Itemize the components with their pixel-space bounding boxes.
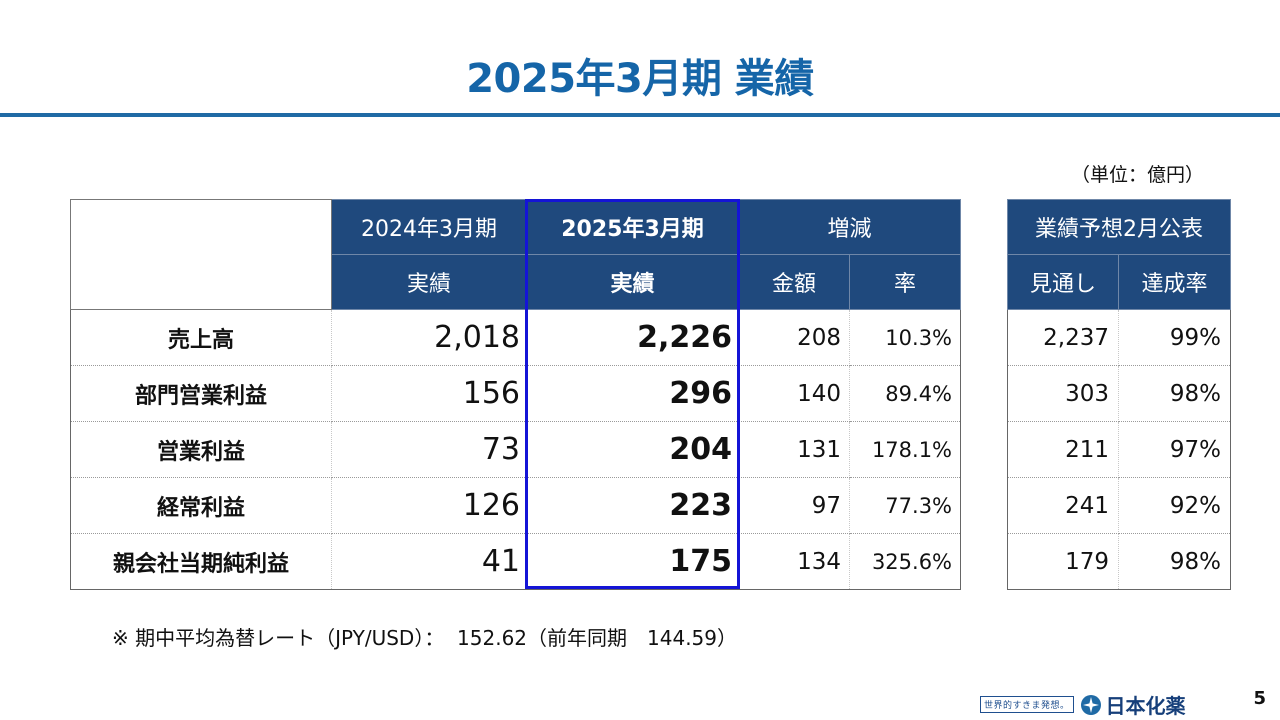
page-title: 2025年3月期 業績 xyxy=(466,56,814,102)
row-label: 経常利益 xyxy=(70,477,332,534)
prev-value: 2,018 xyxy=(331,309,527,366)
outlook-value: 211 xyxy=(1007,421,1119,478)
title-divider xyxy=(0,113,1280,117)
header-prev-year: 2024年3月期 xyxy=(331,199,527,255)
subheader-amount: 金額 xyxy=(738,254,850,310)
curr-value: 223 xyxy=(526,477,739,534)
prev-value: 156 xyxy=(331,365,527,422)
diff-rate: 178.1% xyxy=(848,421,962,478)
logo-mark-icon xyxy=(1080,694,1101,715)
curr-value: 296 xyxy=(526,365,739,422)
table-row: 211 97% xyxy=(1007,421,1231,478)
achievement-rate: 99% xyxy=(1118,309,1231,366)
outlook-value: 241 xyxy=(1007,477,1119,534)
unit-label: （単位：億円） xyxy=(1070,164,1204,186)
prev-value: 41 xyxy=(331,533,527,590)
row-label: 営業利益 xyxy=(70,421,332,478)
outlook-value: 303 xyxy=(1007,365,1119,422)
diff-rate: 77.3% xyxy=(848,477,962,534)
curr-value: 2,226 xyxy=(526,309,739,366)
achievement-rate: 98% xyxy=(1118,365,1231,422)
results-table: 2024年3月期 2025年3月期 増減 実績 実績 金額 率 売上高 2,01… xyxy=(70,199,962,590)
header-forecast: 業績予想2月公表 xyxy=(1007,199,1231,255)
subheader-curr-actual: 実績 xyxy=(526,254,739,310)
exchange-rate-note: ※ 期中平均為替レート（JPY/USD）： 152.62（前年同期 144.59… xyxy=(112,626,737,650)
row-label: 売上高 xyxy=(70,309,332,366)
subheader-rate: 率 xyxy=(848,254,962,310)
subheader-achievement: 達成率 xyxy=(1118,254,1231,310)
diff-rate: 10.3% xyxy=(848,309,962,366)
achievement-rate: 98% xyxy=(1118,533,1231,590)
company-name: 日本化薬 xyxy=(1105,694,1186,718)
diff-rate: 89.4% xyxy=(848,365,962,422)
row-label: 部門営業利益 xyxy=(70,365,332,422)
company-logo: 世界的すきま発想。 日本化薬 xyxy=(980,690,1186,719)
outlook-value: 2,237 xyxy=(1007,309,1119,366)
page-number: 5 xyxy=(1253,688,1266,709)
achievement-rate: 97% xyxy=(1118,421,1231,478)
diff-amount: 140 xyxy=(738,365,850,422)
outlook-value: 179 xyxy=(1007,533,1119,590)
table-row: 2,237 99% xyxy=(1007,309,1231,366)
curr-value: 204 xyxy=(526,421,739,478)
slogan: 世界的すきま発想。 xyxy=(980,696,1074,713)
diff-rate: 325.6% xyxy=(848,533,962,590)
table-row: 営業利益 73 204 131 178.1% xyxy=(70,421,962,478)
header-blank-cell xyxy=(70,199,332,310)
prev-value: 73 xyxy=(331,421,527,478)
forecast-table: 業績予想2月公表 見通し 達成率 2,237 99% 303 98% 211 9… xyxy=(1007,199,1231,590)
subheader-outlook: 見通し xyxy=(1007,254,1119,310)
subheader-prev-actual: 実績 xyxy=(331,254,527,310)
diff-amount: 134 xyxy=(738,533,850,590)
diff-amount: 97 xyxy=(738,477,850,534)
table-row: 241 92% xyxy=(1007,477,1231,534)
table-row: 部門営業利益 156 296 140 89.4% xyxy=(70,365,962,422)
table-row: 303 98% xyxy=(1007,365,1231,422)
table-row: 親会社当期純利益 41 175 134 325.6% xyxy=(70,533,962,590)
header-change: 増減 xyxy=(737,199,962,255)
header-curr-year: 2025年3月期 xyxy=(526,199,739,255)
achievement-rate: 92% xyxy=(1118,477,1231,534)
table-row: 売上高 2,018 2,226 208 10.3% xyxy=(70,309,962,366)
table-row: 179 98% xyxy=(1007,533,1231,590)
prev-value: 126 xyxy=(331,477,527,534)
curr-value: 175 xyxy=(526,533,739,590)
diff-amount: 208 xyxy=(738,309,850,366)
table-row: 経常利益 126 223 97 77.3% xyxy=(70,477,962,534)
row-label: 親会社当期純利益 xyxy=(70,533,332,590)
diff-amount: 131 xyxy=(738,421,850,478)
